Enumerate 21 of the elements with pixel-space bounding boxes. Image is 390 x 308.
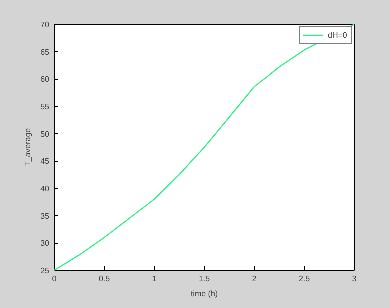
- x-axis-title: time (h): [190, 290, 218, 298]
- y-axis-title: T_average: [24, 128, 33, 167]
- line-series: [54, 24, 356, 272]
- legend-label: dH=0: [328, 30, 348, 40]
- x-tick-label: 1: [152, 274, 158, 284]
- y-tick-label: 45: [40, 157, 50, 166]
- x-tick-label: 0: [52, 274, 58, 284]
- x-tick-label: 2.5: [298, 274, 311, 284]
- y-tick-label: 50: [40, 130, 50, 139]
- y-tick-label: 70: [40, 20, 50, 30]
- y-tick-label: 65: [40, 48, 50, 57]
- x-tick-label: 3: [352, 274, 358, 284]
- y-tick-label: 30: [40, 239, 50, 248]
- y-tick-label: 25: [40, 266, 50, 276]
- y-tick-label: 60: [40, 75, 50, 84]
- y-tick-label: 35: [40, 212, 50, 221]
- x-tick-label: 0.5: [98, 274, 111, 284]
- y-tick-label: 40: [40, 184, 50, 194]
- x-tick-label: 1.5: [198, 274, 211, 284]
- x-tick-label: 2: [252, 274, 258, 284]
- y-tick-label: 55: [40, 102, 50, 112]
